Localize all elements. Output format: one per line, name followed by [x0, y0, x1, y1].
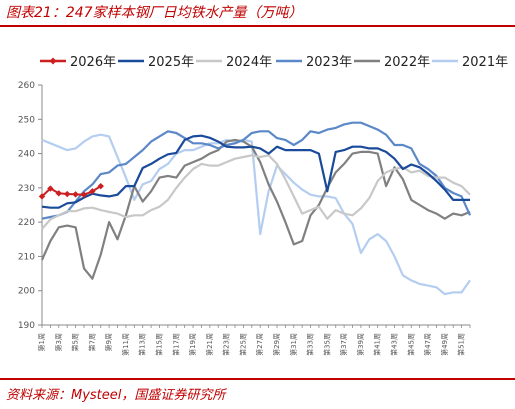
series-line-2025年	[41, 134, 470, 209]
data-point-2026年	[89, 188, 96, 195]
data-point-2026年	[97, 182, 104, 190]
x-tick-label: 第25周	[238, 333, 247, 356]
data-point-2026年	[63, 190, 71, 198]
series-line-2024年	[41, 154, 471, 230]
x-tick-label: 第7周	[87, 333, 96, 351]
x-tick-label: 第23周	[222, 333, 231, 356]
title-rule	[0, 25, 515, 27]
y-tick-label: 220	[18, 218, 35, 228]
x-tick-label: 第33周	[306, 333, 315, 356]
legend-label: 2025年	[148, 55, 194, 70]
x-tick-label: 第11周	[121, 333, 130, 356]
x-tick-label: 第43周	[389, 333, 398, 356]
legend-label: 2024年	[226, 55, 272, 70]
data-point-2026年	[80, 191, 88, 198]
x-tick-label: 第17周	[171, 333, 180, 356]
y-tick-label: 190	[18, 321, 35, 331]
chart-title: 图表21：247家样本钢厂日均铁水产量（万吨）	[6, 5, 303, 21]
x-tick-label: 第31周	[289, 333, 298, 356]
x-tick-label: 第49周	[440, 333, 449, 356]
x-tick-label: 第21周	[205, 333, 214, 356]
y-tick-label: 250	[18, 115, 35, 125]
legend-marker-2026年	[49, 57, 57, 65]
data-point-2026年	[38, 193, 46, 200]
legend-label: 2021年	[462, 55, 508, 70]
source-note: 资料来源：Mysteel，国盛证券研究所	[6, 388, 226, 403]
y-tick-label: 200	[18, 287, 35, 297]
chart: 190200210220230240250260第1周 第3周 第5周 第7周 第9周第…	[18, 55, 508, 356]
data-point-2026年	[72, 191, 79, 198]
series-line-2022年	[40, 138, 471, 280]
x-tick-label: 第51周	[457, 333, 466, 356]
x-tick-label: 第1周	[37, 333, 46, 351]
y-tick-label: 260	[18, 81, 35, 91]
y-tick-label: 240	[18, 150, 35, 160]
x-tick-label: 第45周	[406, 333, 415, 356]
x-tick-label: 第41周	[373, 333, 382, 356]
x-tick-label: 第47周	[423, 333, 432, 356]
bottom-rule	[0, 378, 515, 380]
x-tick-label: 第13周	[138, 333, 147, 356]
x-tick-label: 第19周	[188, 333, 197, 356]
x-tick-label: 第29周	[272, 333, 281, 356]
data-point-2026年	[47, 185, 54, 192]
x-tick-label: 第35周	[322, 333, 331, 356]
x-tick-label: 第15周	[154, 333, 163, 356]
x-tick-label: 第5周	[71, 333, 80, 351]
legend-label: 2022年	[384, 55, 430, 70]
x-tick-label: 第9周	[104, 333, 113, 351]
legend-label: 2026年	[70, 55, 116, 70]
x-tick-label: 第27周	[255, 333, 264, 356]
series-line-2023年	[41, 121, 472, 220]
x-tick-label: 第37周	[339, 333, 348, 356]
data-point-2026年	[55, 190, 62, 197]
y-tick-label: 210	[18, 252, 35, 262]
legend-label: 2023年	[306, 55, 352, 70]
series-line-2021年	[41, 133, 471, 296]
x-tick-label: 第39周	[356, 333, 365, 356]
x-tick-label: 第3周	[54, 333, 63, 351]
y-tick-label: 230	[18, 184, 35, 194]
